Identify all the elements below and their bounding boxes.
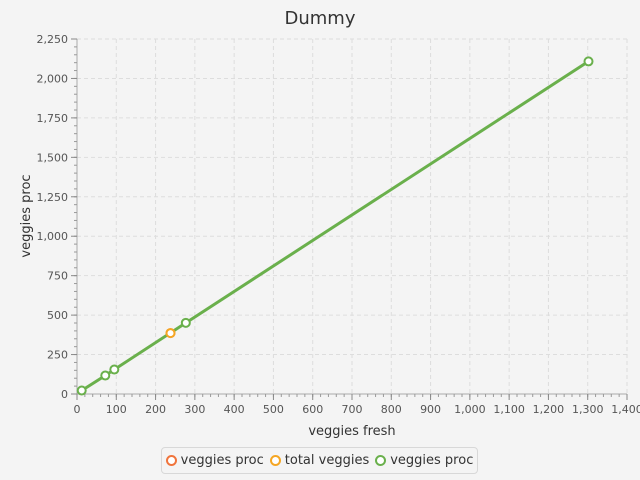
x-tick-label: 1,000 [454, 403, 486, 416]
data-point-series-2 [180, 317, 191, 328]
legend-label: veggies proc [390, 453, 474, 468]
y-tick-label: 1,250 [37, 191, 69, 204]
x-tick-label: 700 [342, 403, 363, 416]
plot-area [76, 56, 594, 396]
y-tick-label: 0 [61, 388, 68, 401]
x-tick-label: 900 [420, 403, 441, 416]
data-point-series-2 [583, 56, 594, 67]
legend-swatch-icon [375, 455, 387, 466]
x-axis-label: veggies fresh [308, 424, 395, 439]
chart-title: Dummy [285, 8, 356, 29]
legend-swatch-icon [269, 455, 281, 466]
series-line-2 [80, 60, 590, 392]
legend-item-2[interactable]: veggies proc [375, 453, 473, 468]
data-point-series-1 [165, 328, 176, 339]
x-tick-label: 500 [263, 403, 284, 416]
x-tick-label: 800 [381, 403, 402, 416]
x-tick-label: 400 [224, 403, 245, 416]
data-point-series-2 [109, 364, 120, 375]
legend-item-0[interactable]: veggies proc [165, 453, 264, 468]
x-tick-label: 1,400 [611, 403, 640, 416]
data-point-series-2 [100, 370, 111, 381]
x-tick-label: 300 [184, 403, 205, 416]
y-tick-label: 1,750 [37, 112, 69, 125]
x-tick-label: 1,200 [533, 403, 565, 416]
x-tick-label: 100 [106, 403, 127, 416]
grid [76, 38, 628, 395]
y-tick-label: 1,000 [37, 230, 69, 243]
y-tick-label: 2,250 [37, 33, 69, 46]
y-tick-label: 1,500 [37, 151, 69, 164]
legend: veggies proc total veggies veggies proc [161, 447, 478, 474]
axes: 0 250 500 750 1,000 1,250 1,500 1,750 2,000 2,250… [37, 33, 640, 416]
legend-item-1[interactable]: total veggies [269, 453, 370, 468]
x-tick-label: 600 [302, 403, 323, 416]
y-tick-label: 750 [47, 270, 68, 283]
x-tick-label: 1,100 [493, 403, 525, 416]
x-tick-label: 1,300 [572, 403, 604, 416]
y-tick-label: 2,000 [37, 72, 69, 85]
legend-swatch-icon [165, 455, 177, 466]
y-axis-label: veggies proc [19, 174, 34, 257]
x-tick-label: 0 [74, 403, 81, 416]
data-point-series-2 [76, 385, 87, 396]
legend-label: veggies proc [180, 453, 264, 468]
x-tick-label: 200 [145, 403, 166, 416]
legend-label: total veggies [284, 453, 370, 468]
y-tick-label: 250 [47, 349, 68, 362]
y-tick-label: 500 [47, 309, 68, 322]
